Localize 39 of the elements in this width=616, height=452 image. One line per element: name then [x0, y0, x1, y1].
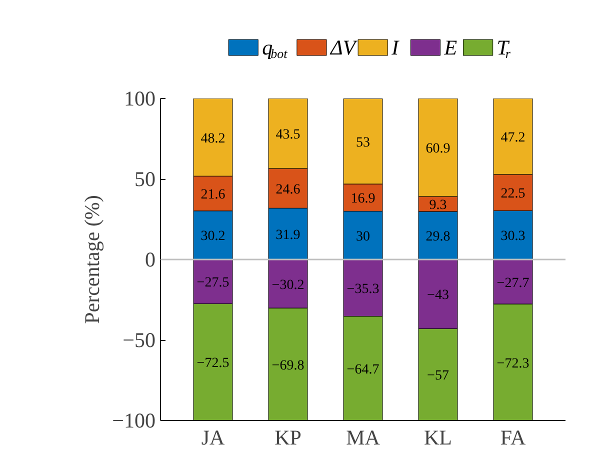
- data-label: 30.3: [500, 229, 526, 244]
- data-label: −35.3: [346, 282, 380, 297]
- data-label: 53: [356, 135, 370, 150]
- data-label: −43: [427, 288, 449, 304]
- x-tick-label: KL: [424, 426, 452, 450]
- data-label: −64.7: [346, 362, 380, 378]
- data-label: 22.5: [500, 186, 526, 202]
- data-label: −72.3: [496, 356, 530, 372]
- y-tick-label: 0: [145, 248, 156, 272]
- y-tick-label: −50: [122, 328, 156, 352]
- data-label: 30: [356, 229, 370, 244]
- data-label: 60.9: [426, 142, 450, 157]
- data-label: 9.3: [429, 198, 447, 214]
- y-axis-title: Percentage (%): [80, 195, 104, 324]
- x-tick-label: MA: [346, 426, 381, 450]
- data-label: 16.9: [350, 192, 376, 207]
- legend-label: I: [390, 36, 400, 60]
- data-label: 47.2: [500, 130, 526, 146]
- data-label: −72.5: [196, 356, 230, 372]
- data-label: 24.6: [276, 182, 300, 198]
- data-label: −30.2: [272, 278, 304, 293]
- x-tick-label: FA: [500, 426, 526, 450]
- y-tick-label: 100: [124, 86, 156, 110]
- data-label: 48.2: [200, 131, 226, 146]
- data-label: −69.8: [272, 358, 304, 374]
- y-tick-label: −100: [112, 408, 156, 432]
- data-label: 29.8: [426, 230, 450, 245]
- data-label: 21.6: [200, 187, 226, 202]
- data-label: 31.9: [276, 228, 300, 243]
- x-tick-label: KP: [274, 426, 302, 450]
- data-label: −27.7: [496, 276, 530, 291]
- y-tick-label: 50: [134, 167, 156, 191]
- data-label: 43.5: [276, 128, 300, 143]
- data-label: −27.5: [196, 276, 230, 291]
- data-label: −57: [427, 368, 449, 384]
- data-label: 30.2: [200, 229, 226, 244]
- x-tick-label: JA: [201, 426, 226, 450]
- legend-label: ΔV: [329, 36, 358, 60]
- legend-label: E: [443, 36, 458, 60]
